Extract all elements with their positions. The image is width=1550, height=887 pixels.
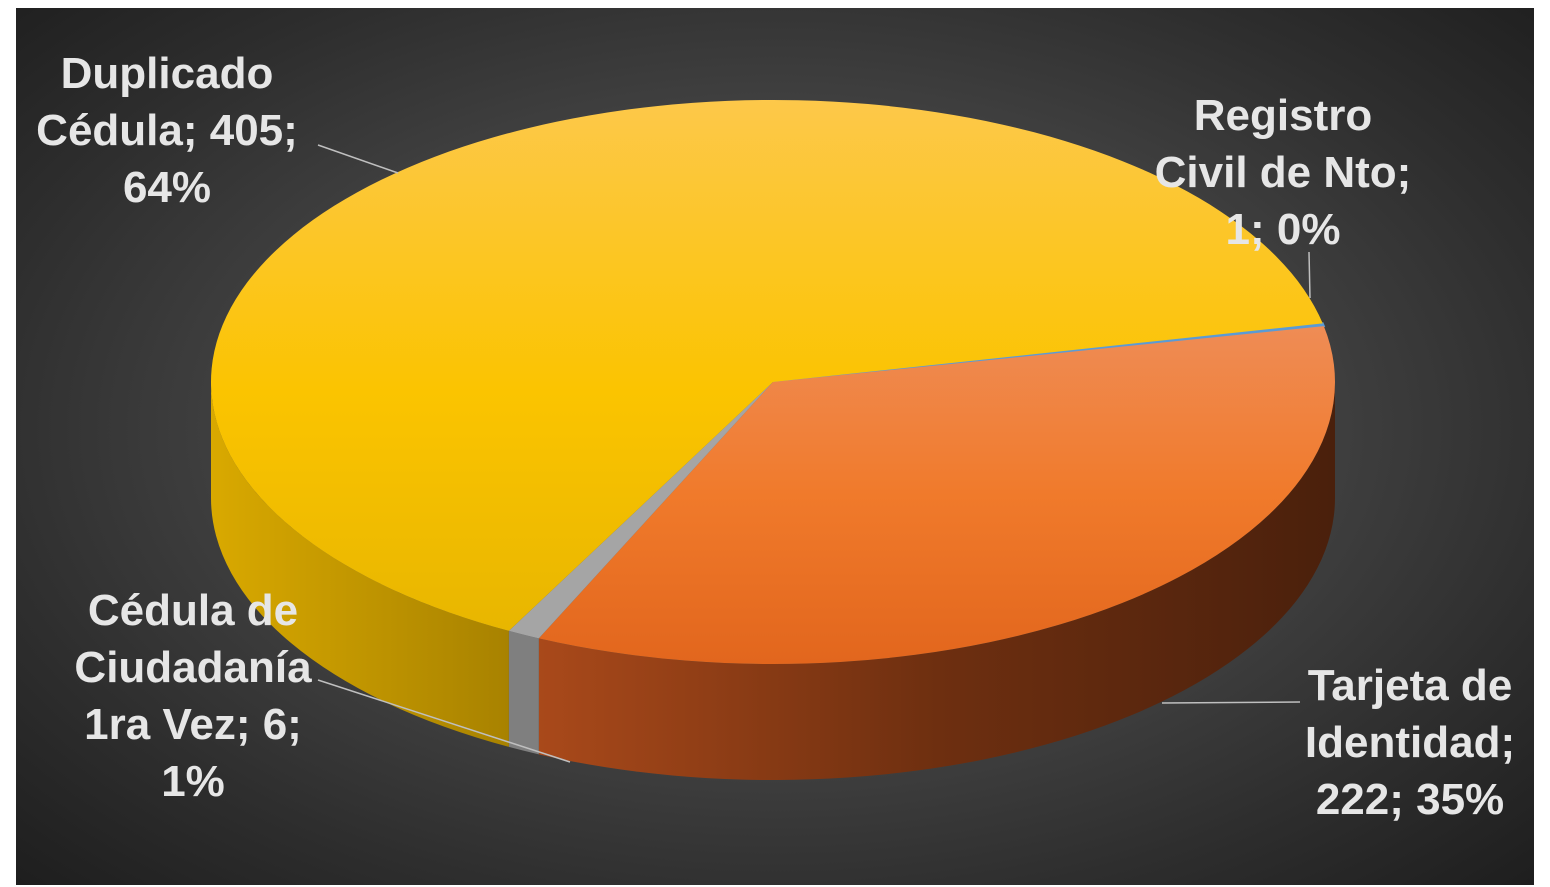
data-labels: Registro Civil de Nto; 1; 0% Tarjeta de Iden… (36, 49, 1515, 824)
pie-top-layer (210, 99, 1335, 664)
data-label-tarjeta-de-identidad: Tarjeta de Identidad; 222; 35% (1305, 661, 1515, 824)
leader-lines (317, 144, 1311, 763)
pie-side-duplicado-c-dula (211, 382, 509, 747)
pie-side-tarjeta-de-identidad (538, 382, 1335, 780)
leader-line-c-dula-de-ciudadan-a-1ra-vez (317, 679, 571, 763)
leader-line-tarjeta-de-identidad (1161, 701, 1301, 704)
pie-side-c-dula-de-ciudadan-a-1ra-vez (508, 630, 539, 755)
pie-slice-tarjeta-de-identidad[interactable] (538, 326, 1335, 664)
leader-line-registro-civil-de-nto (1308, 251, 1311, 299)
pie-slice-duplicado-c-dula[interactable] (210, 99, 1323, 631)
data-label-duplicado-c-dula: Duplicado Cédula; 405; 64% (36, 49, 298, 212)
data-label-registro-civil-de-nto: Registro Civil de Nto; 1; 0% (1155, 91, 1412, 254)
data-label-c-dula-de-ciudadan-a-1ra-vez: Cédula de Ciudadanía 1ra Vez; 6; 1% (74, 586, 312, 806)
pie-slice-c-dula-de-ciudadan-a-1ra-vez[interactable] (508, 382, 773, 639)
pie-slice-registro-civil-de-nto[interactable] (772, 322, 1326, 383)
pie-side-layer (211, 382, 1335, 780)
leader-line-duplicado-c-dula (317, 144, 399, 174)
